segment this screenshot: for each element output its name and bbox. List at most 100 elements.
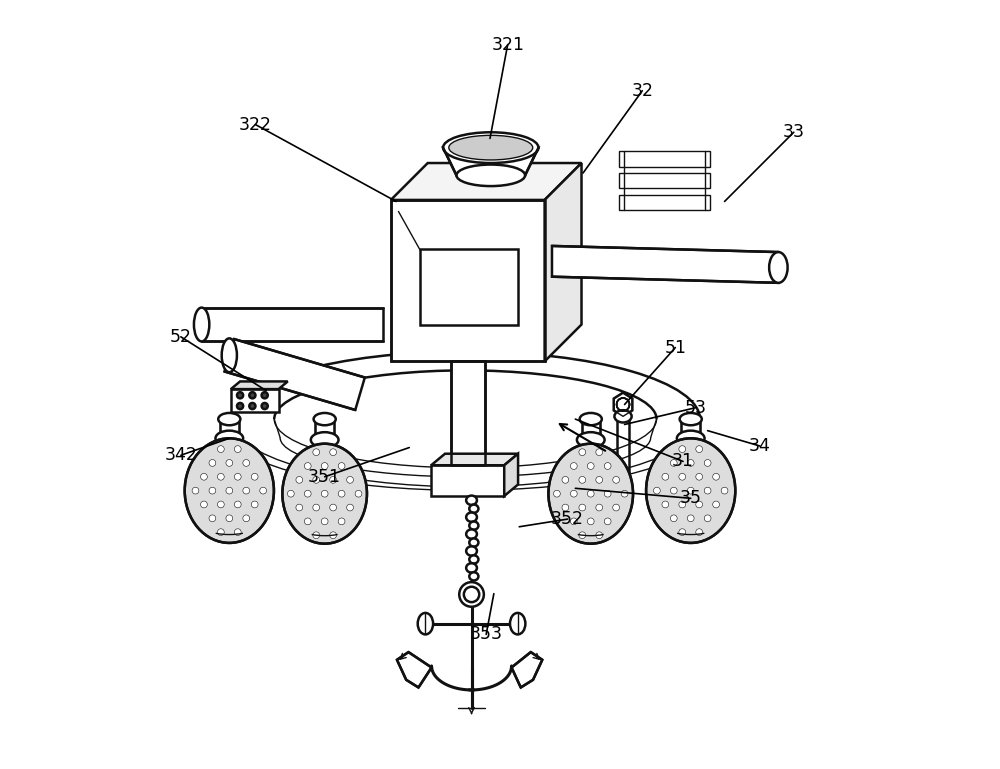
- Circle shape: [262, 392, 268, 398]
- Ellipse shape: [466, 495, 477, 505]
- Circle shape: [679, 446, 686, 452]
- Circle shape: [713, 474, 719, 480]
- Circle shape: [696, 446, 703, 452]
- Ellipse shape: [466, 529, 477, 539]
- Circle shape: [234, 446, 241, 452]
- Ellipse shape: [194, 308, 209, 341]
- Text: 52: 52: [170, 328, 192, 346]
- Text: 322: 322: [239, 115, 272, 134]
- Circle shape: [209, 460, 216, 466]
- Circle shape: [243, 460, 250, 466]
- Circle shape: [347, 477, 353, 483]
- Text: 32: 32: [631, 82, 653, 100]
- Circle shape: [696, 474, 703, 480]
- Circle shape: [321, 463, 328, 469]
- Ellipse shape: [466, 563, 477, 573]
- Circle shape: [201, 501, 207, 508]
- Circle shape: [570, 518, 577, 524]
- Circle shape: [670, 488, 677, 494]
- Polygon shape: [231, 381, 288, 389]
- Circle shape: [338, 491, 345, 497]
- Circle shape: [209, 488, 216, 494]
- Polygon shape: [397, 652, 432, 687]
- Circle shape: [562, 504, 569, 511]
- Polygon shape: [431, 454, 518, 465]
- Circle shape: [304, 491, 311, 497]
- Ellipse shape: [449, 135, 533, 160]
- Circle shape: [217, 501, 224, 508]
- Bar: [619, 195, 710, 210]
- Circle shape: [217, 446, 224, 452]
- Ellipse shape: [469, 521, 478, 530]
- Circle shape: [670, 460, 677, 466]
- Circle shape: [587, 518, 594, 524]
- Polygon shape: [681, 419, 700, 438]
- Ellipse shape: [185, 438, 274, 543]
- Circle shape: [251, 474, 258, 480]
- Text: 352: 352: [551, 510, 584, 528]
- Ellipse shape: [646, 438, 735, 543]
- Polygon shape: [582, 419, 600, 440]
- Bar: [619, 173, 710, 188]
- Text: 35: 35: [680, 489, 702, 508]
- Ellipse shape: [469, 555, 478, 564]
- Circle shape: [704, 488, 711, 494]
- Circle shape: [249, 392, 255, 398]
- Ellipse shape: [456, 165, 525, 186]
- Circle shape: [596, 532, 603, 538]
- Ellipse shape: [510, 613, 525, 634]
- Ellipse shape: [677, 431, 705, 446]
- Circle shape: [313, 449, 320, 455]
- Circle shape: [713, 501, 719, 508]
- Ellipse shape: [222, 338, 237, 372]
- Circle shape: [217, 474, 224, 480]
- Circle shape: [579, 449, 586, 455]
- Ellipse shape: [469, 504, 478, 513]
- Circle shape: [304, 463, 311, 469]
- Circle shape: [296, 504, 303, 511]
- Circle shape: [570, 491, 577, 497]
- Circle shape: [679, 529, 686, 535]
- Bar: [231, 389, 279, 412]
- Circle shape: [313, 477, 320, 483]
- Circle shape: [226, 488, 233, 494]
- Circle shape: [587, 491, 594, 497]
- Bar: [451, 361, 485, 465]
- Circle shape: [596, 504, 603, 511]
- Circle shape: [260, 488, 267, 494]
- Ellipse shape: [469, 538, 478, 547]
- Circle shape: [243, 515, 250, 521]
- Polygon shape: [512, 652, 542, 687]
- Ellipse shape: [580, 413, 602, 425]
- Circle shape: [243, 488, 250, 494]
- Bar: [431, 465, 504, 496]
- Circle shape: [579, 532, 586, 538]
- Circle shape: [604, 463, 611, 469]
- Ellipse shape: [282, 444, 367, 544]
- Circle shape: [696, 529, 703, 535]
- Circle shape: [696, 501, 703, 508]
- Circle shape: [662, 501, 669, 508]
- Circle shape: [296, 477, 303, 483]
- Circle shape: [347, 504, 353, 511]
- Ellipse shape: [469, 572, 478, 581]
- Circle shape: [679, 474, 686, 480]
- Circle shape: [338, 463, 345, 469]
- Circle shape: [653, 488, 660, 494]
- Ellipse shape: [769, 252, 788, 283]
- Circle shape: [596, 449, 603, 455]
- Circle shape: [313, 504, 320, 511]
- Ellipse shape: [614, 410, 632, 422]
- Ellipse shape: [443, 132, 538, 163]
- Polygon shape: [443, 148, 538, 175]
- Circle shape: [234, 529, 241, 535]
- Text: 353: 353: [470, 625, 503, 644]
- Circle shape: [579, 477, 586, 483]
- Circle shape: [554, 491, 560, 497]
- Circle shape: [313, 532, 320, 538]
- Circle shape: [687, 488, 694, 494]
- Circle shape: [209, 515, 216, 521]
- Circle shape: [604, 491, 611, 497]
- Circle shape: [459, 582, 484, 607]
- Bar: [619, 151, 710, 167]
